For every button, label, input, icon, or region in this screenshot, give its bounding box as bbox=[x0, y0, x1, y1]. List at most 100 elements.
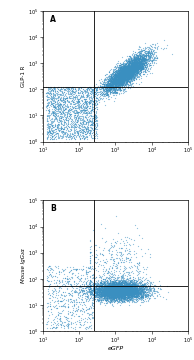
Point bbox=[105, 283, 108, 288]
Point bbox=[106, 283, 109, 288]
Point bbox=[109, 291, 112, 296]
Point bbox=[114, 75, 117, 80]
Point bbox=[85, 86, 88, 92]
Point bbox=[106, 83, 109, 89]
Point bbox=[124, 278, 127, 284]
Point bbox=[132, 60, 135, 66]
Point bbox=[117, 280, 120, 286]
Point bbox=[132, 289, 135, 295]
Point bbox=[132, 62, 135, 67]
Point bbox=[92, 287, 95, 293]
Point bbox=[49, 118, 52, 124]
Point bbox=[131, 63, 134, 68]
Point bbox=[117, 72, 120, 78]
Point bbox=[101, 288, 104, 294]
Point bbox=[109, 85, 112, 91]
Point bbox=[66, 109, 69, 114]
Point bbox=[78, 324, 81, 330]
Point bbox=[114, 292, 117, 298]
Point bbox=[128, 70, 132, 76]
Point bbox=[157, 285, 160, 291]
Point bbox=[72, 280, 75, 285]
Point bbox=[124, 64, 127, 69]
Point bbox=[111, 71, 114, 77]
Point bbox=[144, 59, 147, 64]
Point bbox=[146, 282, 150, 288]
Point bbox=[107, 84, 110, 89]
Point bbox=[118, 281, 121, 287]
Point bbox=[88, 84, 92, 90]
Point bbox=[74, 267, 78, 273]
Point bbox=[140, 62, 144, 68]
Point bbox=[126, 67, 130, 72]
Point bbox=[108, 284, 111, 290]
Point bbox=[124, 69, 127, 75]
Point bbox=[105, 290, 108, 296]
Point bbox=[101, 287, 104, 293]
Point bbox=[111, 293, 114, 299]
Point bbox=[142, 71, 145, 77]
Point bbox=[137, 288, 140, 294]
Point bbox=[95, 115, 98, 121]
Point bbox=[115, 239, 119, 244]
Point bbox=[127, 286, 130, 292]
Point bbox=[133, 287, 136, 292]
Point bbox=[133, 68, 136, 74]
Point bbox=[105, 78, 108, 84]
Point bbox=[130, 283, 133, 289]
Point bbox=[79, 322, 82, 328]
Point bbox=[124, 278, 127, 284]
Point bbox=[126, 76, 129, 81]
Point bbox=[107, 283, 110, 288]
Point bbox=[106, 76, 109, 81]
Point bbox=[124, 66, 127, 72]
Point bbox=[130, 285, 133, 291]
Point bbox=[133, 60, 136, 66]
Point bbox=[81, 100, 85, 106]
Point bbox=[135, 58, 138, 64]
Point bbox=[134, 286, 137, 292]
Point bbox=[99, 297, 102, 302]
Point bbox=[149, 48, 152, 54]
Point bbox=[140, 51, 144, 57]
Point bbox=[108, 290, 111, 296]
Point bbox=[109, 290, 112, 296]
Point bbox=[84, 281, 87, 287]
Point bbox=[115, 292, 118, 297]
Point bbox=[115, 75, 118, 81]
Point bbox=[144, 51, 147, 57]
Point bbox=[90, 101, 93, 107]
Point bbox=[141, 283, 145, 289]
Point bbox=[95, 296, 98, 302]
Point bbox=[109, 283, 112, 289]
Point bbox=[82, 99, 86, 105]
Point bbox=[110, 82, 113, 88]
Point bbox=[89, 132, 92, 138]
Point bbox=[50, 118, 53, 123]
Point bbox=[121, 282, 124, 287]
Point bbox=[100, 287, 104, 292]
Point bbox=[57, 104, 60, 110]
Point bbox=[133, 69, 136, 75]
Point bbox=[131, 290, 134, 296]
Point bbox=[52, 84, 55, 90]
Point bbox=[122, 284, 126, 290]
Point bbox=[104, 285, 107, 291]
Point bbox=[115, 84, 118, 90]
Point bbox=[78, 324, 81, 330]
Point bbox=[99, 82, 102, 88]
Point bbox=[125, 247, 128, 253]
Point bbox=[152, 285, 155, 291]
Point bbox=[119, 283, 122, 289]
Point bbox=[115, 288, 118, 294]
Point bbox=[78, 266, 81, 271]
Point bbox=[119, 86, 122, 91]
Point bbox=[137, 62, 140, 68]
Point bbox=[118, 287, 121, 293]
Point bbox=[81, 136, 84, 141]
Point bbox=[135, 64, 138, 70]
Point bbox=[96, 292, 100, 298]
Point bbox=[114, 286, 117, 292]
Point bbox=[134, 61, 138, 67]
Point bbox=[108, 285, 111, 291]
